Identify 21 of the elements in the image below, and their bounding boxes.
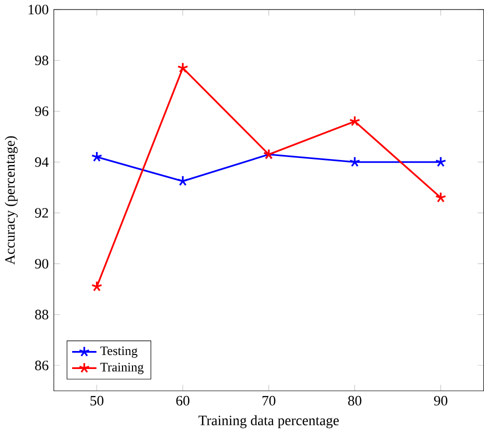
- y-tick-label: 92: [35, 208, 48, 218]
- x-tick-label: 90: [434, 396, 448, 406]
- y-tick-label: 98: [35, 56, 48, 66]
- x-tick-label: 60: [176, 396, 190, 406]
- y-axis-title: Accuracy (percentage): [4, 136, 18, 265]
- point: [177, 62, 188, 73]
- y-tick-label: 94: [35, 157, 49, 167]
- point: [349, 116, 360, 126]
- point: [177, 175, 188, 186]
- point: [349, 156, 360, 167]
- y-tick-label: 100: [28, 4, 48, 14]
- y-tick-label: 90: [35, 258, 48, 269]
- y-tick-label: 86: [35, 360, 48, 370]
- y-tick-label: 96: [35, 106, 48, 116]
- x-axis-title: Training data percentage: [198, 415, 339, 428]
- legend-label: Testing: [100, 346, 138, 358]
- x-tick-label: 70: [262, 396, 276, 406]
- y-tick-label: 88: [35, 310, 48, 320]
- legend-label: Training: [100, 362, 144, 374]
- x-tick-label: 80: [348, 396, 362, 406]
- x-tick-label: 50: [90, 396, 104, 406]
